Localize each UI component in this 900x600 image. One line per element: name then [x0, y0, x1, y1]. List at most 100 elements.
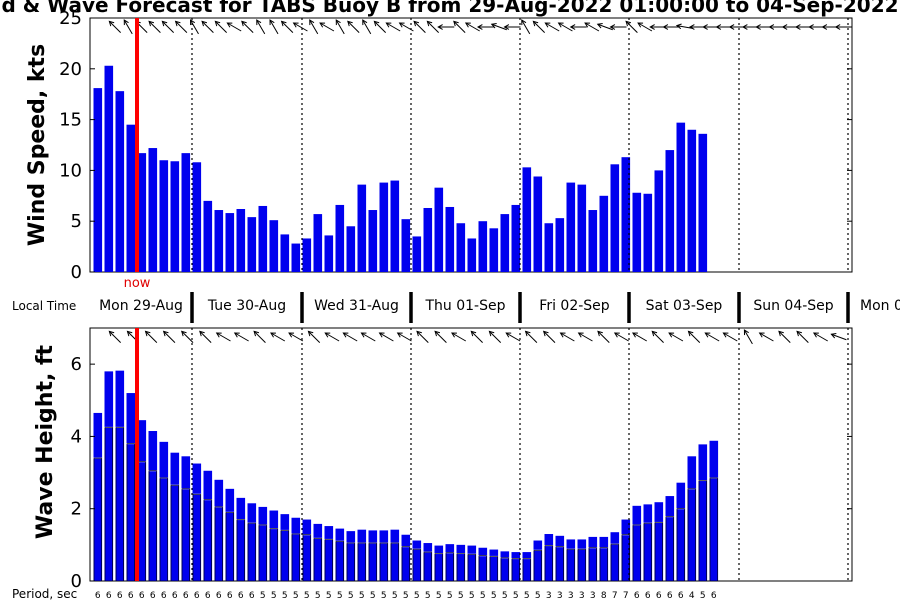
period-value: 6 [128, 591, 134, 600]
wind-bar [610, 164, 620, 272]
wave-direction-arrow [489, 330, 502, 344]
period-value: 6 [249, 591, 255, 600]
wave-direction-arrow-head [434, 330, 441, 337]
wind-direction-arrow-head [649, 24, 655, 30]
wave-bar [610, 532, 620, 581]
wave-direction-arrow-head [360, 332, 367, 338]
period-value: 5 [425, 591, 431, 600]
wave-bar [357, 529, 367, 581]
period-value: 6 [227, 591, 233, 600]
wind-bar [401, 219, 411, 272]
wind-direction-arrow-head [544, 22, 551, 28]
wind-direction-arrow-head [108, 20, 115, 27]
day-label: Thu 01-Sep [424, 298, 505, 314]
wind-direction-arrow [521, 19, 531, 35]
period-value: 6 [106, 591, 112, 600]
wind-direction-arrow-head [241, 20, 247, 27]
wave-bar [390, 529, 400, 581]
wave-direction-arrow [253, 330, 266, 344]
wind-bar [500, 214, 510, 272]
wave-bar-inner-outline [654, 522, 663, 582]
wave-direction-arrow-head [378, 332, 385, 338]
wave-bar-inner-outline [709, 477, 718, 582]
wave-direction-arrow-head [505, 332, 512, 338]
period-value: 6 [161, 591, 167, 600]
wave-direction-arrow [379, 332, 394, 342]
wave-bar-inner-outline [533, 549, 542, 582]
period-value: 6 [678, 591, 684, 600]
wave-ytick-label: 2 [71, 499, 82, 520]
wave-direction-arrow-head [577, 332, 584, 338]
period-value: 3 [590, 591, 596, 600]
wave-bar-inner-outline [313, 538, 322, 582]
wind-bar [192, 162, 202, 272]
wind-direction-arrow-head [123, 19, 129, 26]
period-value: 6 [645, 591, 651, 600]
wave-bar [698, 444, 708, 581]
wind-direction-arrow-head [781, 24, 788, 30]
wave-height-panel: 0 2 4 6 [71, 327, 853, 592]
period-value: 3 [568, 591, 574, 600]
wind-direction-arrow [175, 20, 188, 34]
wave-bar [434, 545, 444, 581]
wind-direction-arrow-head [464, 22, 471, 28]
wind-bar [280, 234, 290, 272]
period-value: 5 [293, 591, 299, 600]
period-value: 6 [667, 591, 673, 600]
wave-bar [423, 543, 433, 581]
wave-direction-arrow-head [470, 330, 477, 337]
wave-bar [566, 539, 576, 581]
wind-bar [203, 200, 213, 272]
wave-bar [709, 440, 719, 581]
wind-bar [511, 204, 521, 272]
wave-direction-arrow [343, 332, 358, 342]
wind-bar [137, 153, 147, 272]
day-label: Fri 02-Sep [539, 298, 609, 314]
wind-direction-arrow [399, 22, 414, 32]
wind-bar [170, 161, 180, 272]
wave-direction-arrow-head [307, 330, 314, 337]
wave-bar [104, 371, 114, 581]
wave-bar [302, 519, 312, 581]
wind-bar [478, 221, 488, 272]
wave-bar-inner-outline [192, 493, 201, 582]
wave-bar-inner-outline [423, 551, 432, 582]
wave-bar [577, 539, 587, 581]
wave-bar [632, 505, 642, 581]
wave-bar-inner-outline [665, 516, 674, 582]
wind-direction-arrow [491, 23, 507, 31]
wave-bar-inner-outline [434, 553, 443, 582]
wave-bar-inner-outline [324, 539, 333, 582]
wave-bar [203, 470, 213, 581]
period-value: 6 [150, 591, 156, 600]
wave-bar [445, 544, 455, 581]
wind-direction-arrow-head [557, 22, 564, 28]
wave-direction-arrow-head [215, 332, 222, 338]
wind-bar [434, 187, 444, 272]
wave-bar-inner-outline [676, 508, 685, 582]
wind-direction-arrow [269, 19, 279, 35]
wave-direction-arrow-head [253, 330, 260, 337]
wave-direction-arrow-head [758, 332, 765, 338]
period-value: 5 [513, 591, 519, 600]
wave-direction-arrow-head [613, 332, 620, 338]
wind-direction-arrow-head [662, 24, 669, 30]
chart-title: d & Wave Forecast for TABS Buoy B from 2… [1, 0, 898, 17]
wave-bar-inner-outline [357, 542, 366, 582]
wave-direction-arrow-head [704, 332, 711, 338]
wave-bar-inner-outline [236, 519, 245, 582]
wind-bar [456, 223, 466, 272]
period-value: 6 [194, 591, 200, 600]
wind-direction-arrow-head [794, 24, 801, 30]
wave-direction-arrow-head [559, 332, 566, 338]
wave-direction-arrow [416, 330, 429, 344]
wave-direction-arrow [451, 332, 467, 342]
wave-bar [588, 536, 598, 581]
wave-direction-arrow [597, 330, 610, 344]
wave-bar-inner-outline [247, 522, 256, 582]
wave-bar-inner-outline [643, 522, 652, 582]
wind-bar [577, 184, 587, 272]
wave-direction-arrow-head [743, 329, 749, 336]
